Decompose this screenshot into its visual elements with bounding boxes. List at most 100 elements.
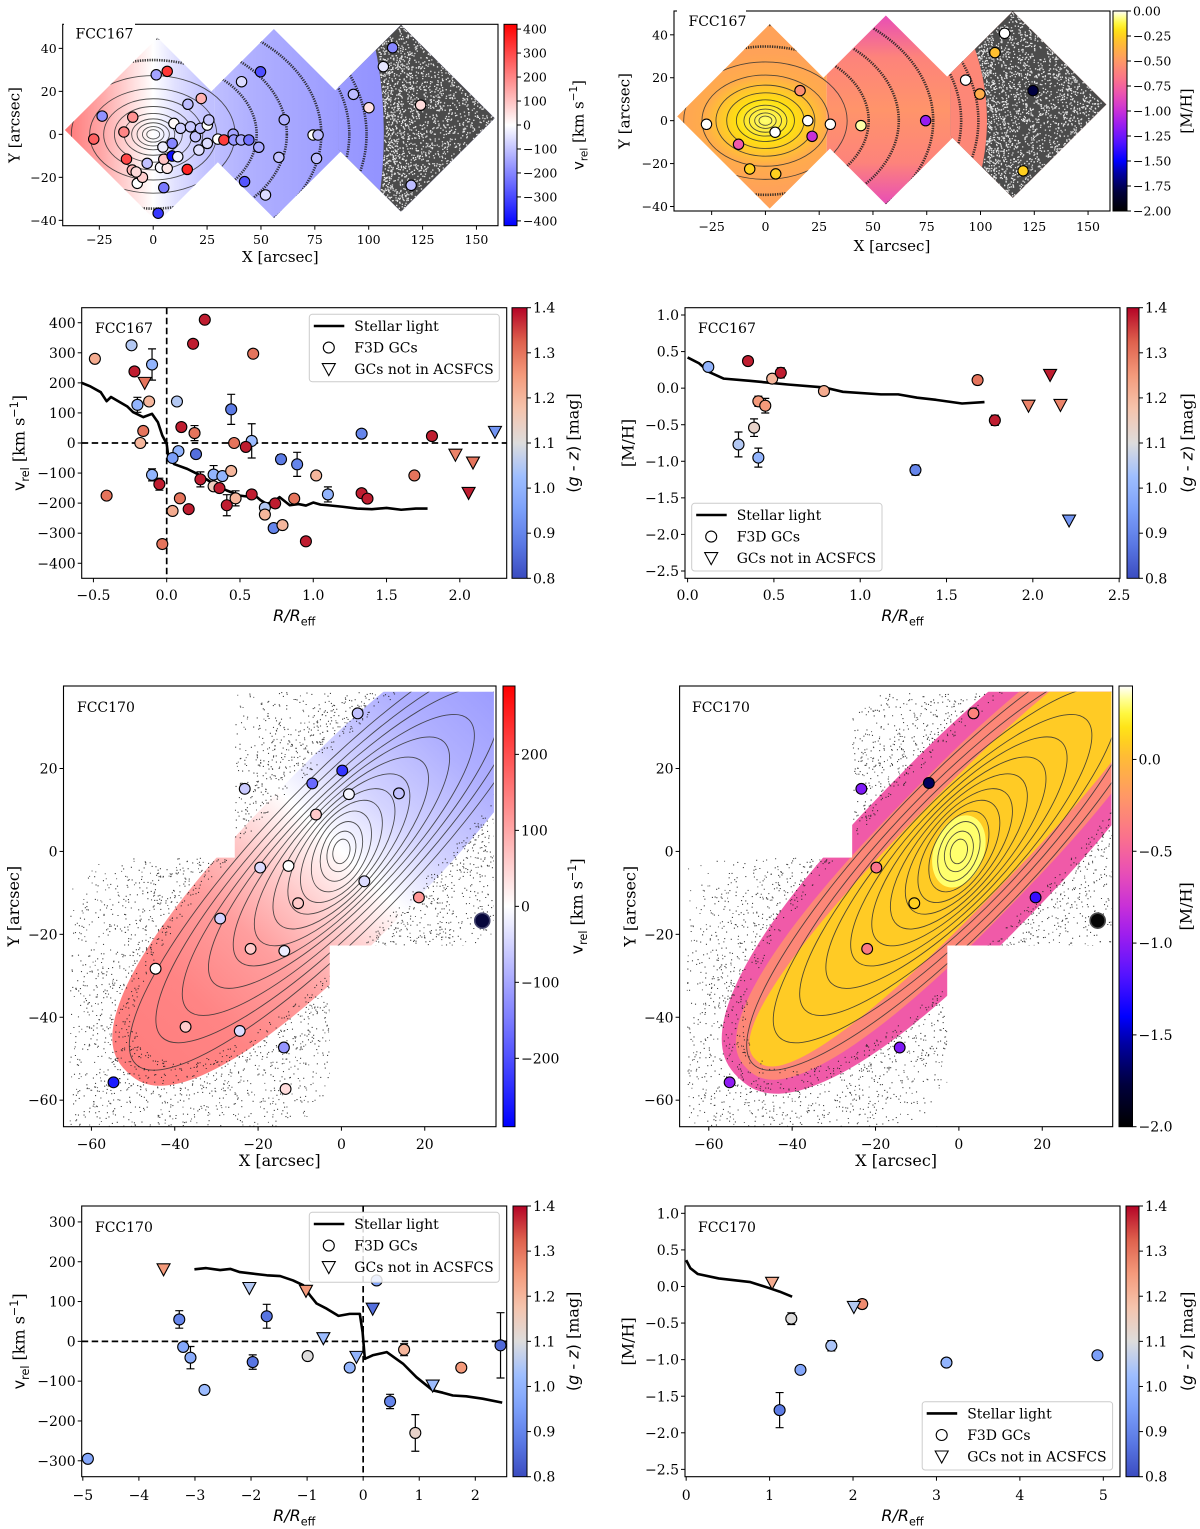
colorbar-tick-label: 1.1 — [533, 436, 555, 452]
gc-marker — [172, 150, 184, 163]
gc-marker — [198, 1383, 211, 1396]
x-tick-label: 50 — [865, 219, 881, 234]
gc-marker — [276, 519, 289, 532]
gc-marker — [1027, 84, 1039, 97]
gc-marker — [128, 365, 141, 378]
x-axis-label-segment: R/R — [881, 606, 909, 625]
isophote-contour — [332, 838, 351, 865]
gc-marker — [299, 535, 312, 548]
foreground-star — [1089, 912, 1106, 929]
legend-frame — [691, 502, 883, 572]
isophote-contour — [825, 713, 1093, 989]
y-tick-label: −400 — [37, 556, 75, 572]
x-tick-label: −25 — [698, 219, 724, 234]
colorbar-tick-label: 1.0 — [533, 1380, 555, 1396]
gc-marker — [288, 492, 301, 505]
gc-marker — [861, 942, 874, 955]
isophote-contour — [772, 691, 1112, 1044]
x-tick-label: −0.5 — [76, 588, 110, 604]
y-tick-label: −2.5 — [645, 564, 679, 580]
stellar-light-line — [194, 1266, 503, 1404]
gc-marker — [967, 707, 980, 720]
gc-marker — [125, 339, 138, 352]
colorbar-tick-label: 1.2 — [1145, 391, 1167, 407]
y-tick-label: −20 — [30, 170, 56, 185]
isophote-contour — [949, 838, 968, 865]
colorbar-tick-label: 0.9 — [533, 526, 555, 542]
colorbar-label-segment: z — [1178, 451, 1197, 461]
gc-marker — [414, 99, 427, 111]
colorbar-label-segment: [mag] — [564, 1292, 583, 1345]
gc-markers — [764, 1276, 1104, 1417]
gc-marker — [201, 137, 214, 150]
isophote-contour — [146, 129, 161, 140]
gc-marker — [184, 121, 197, 133]
colorbar-tick-label: −1.5 — [1139, 1028, 1173, 1044]
gc-not-in-acsfcs-marker — [1021, 399, 1036, 414]
x-tick-label: −20 — [243, 1137, 273, 1153]
x-axis-label-segment: eff — [301, 615, 316, 628]
gc-marker — [922, 777, 935, 789]
y-tick-label: 1.0 — [657, 308, 679, 324]
gc-marker — [203, 114, 215, 126]
gc-marker — [361, 492, 374, 505]
legend-label: F3D GCs — [354, 1239, 417, 1255]
legend-triangle-icon — [934, 1450, 950, 1465]
gc-marker — [347, 88, 360, 101]
gc-marker — [187, 337, 200, 350]
colorbar-label-segment: [M/H] — [1177, 882, 1196, 930]
gc-marker — [282, 859, 295, 872]
colorbar-label-segment: ( — [1178, 1385, 1197, 1391]
gc-marker — [747, 421, 761, 434]
x-axis-label-segment: R/R — [273, 1506, 301, 1525]
gc-marker — [398, 1343, 411, 1356]
galaxy-label-background — [64, 18, 135, 46]
gc-markers — [723, 707, 1042, 1089]
panel-fcc170-metallicity-profile: Stellar light F3D GCs GCs not in ACSFCS 0 1 2… — [619, 1199, 1197, 1528]
x-tick-label: 0 — [337, 1137, 346, 1153]
colorbar-label: [M/H] — [1177, 882, 1196, 930]
gc-marker — [120, 153, 133, 165]
x-tick-label: 20 — [416, 1137, 434, 1153]
legend-triangle-icon — [703, 552, 719, 566]
y-tick-label: 0.0 — [657, 1280, 679, 1296]
y-tick-label: −300 — [37, 526, 75, 542]
colorbar — [502, 685, 516, 1128]
colorbar-tick-label: −1.75 — [1133, 179, 1171, 194]
colorbar-label-segment: z — [564, 451, 583, 461]
isophote-contour — [253, 756, 429, 947]
gc-not-in-acsfcs-marker — [1042, 368, 1058, 383]
gc-marker — [817, 385, 831, 398]
y-tick-label: −2.0 — [645, 1426, 679, 1442]
isophote-contour — [136, 122, 170, 147]
colorbar — [503, 23, 518, 227]
gc-marker — [96, 110, 108, 122]
galaxy-label: FCC167 — [76, 27, 134, 43]
gc-marker — [723, 1076, 736, 1089]
x-axis-label-segment: eff — [301, 1515, 316, 1528]
gc-marker — [213, 482, 226, 495]
colorbar-group: 0.8 0.9 1.0 1.1 1.2 1.3 1.4 (g - z) [mag] — [512, 1199, 583, 1486]
gc-marker — [218, 134, 230, 146]
isophote-contour — [141, 126, 165, 143]
colorbar-label-segment: g — [564, 476, 583, 486]
x-tick-label: 0 — [761, 219, 769, 234]
x-tick-label: 150 — [465, 232, 489, 247]
isophote-contour — [889, 773, 1028, 930]
legend-label: F3D GCs — [354, 341, 417, 357]
colorbar-tick-label: 300 — [523, 46, 547, 61]
stellar-light-line — [686, 356, 985, 405]
gc-marker — [277, 1041, 290, 1054]
isophote-contour — [937, 821, 981, 882]
isophote-contour — [272, 773, 411, 930]
gc-marker — [166, 451, 179, 465]
isophote-contour — [208, 714, 475, 989]
x-tick-label: −60 — [77, 1137, 107, 1153]
colorbar-tick-label: 1.2 — [533, 1289, 555, 1305]
gc-marker — [228, 436, 241, 450]
gc-marker — [198, 313, 211, 326]
isophote-contour — [64, 58, 258, 210]
colorbar-tick-label: 1.3 — [533, 1244, 555, 1260]
y-tick-label: 0 — [49, 844, 58, 860]
x-axis-label: X [arcsec] — [855, 1151, 937, 1170]
